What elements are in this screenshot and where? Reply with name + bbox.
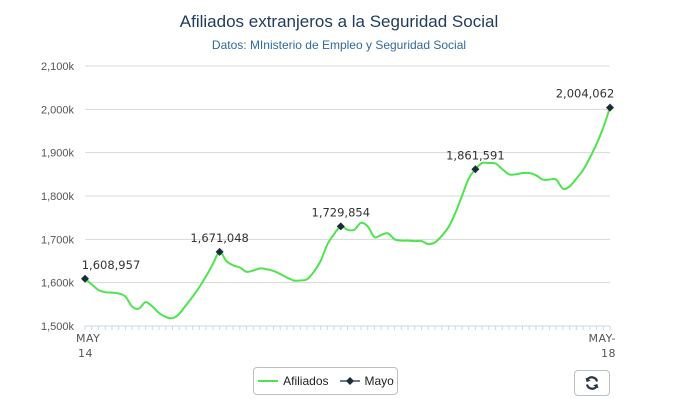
legend-label-afiliados: Afiliados: [283, 374, 329, 388]
y-tick-label: 1,600k: [41, 278, 75, 290]
y-tick-label: 1,800k: [41, 191, 75, 203]
data-label: 2,004,062: [556, 87, 615, 101]
refresh-button[interactable]: [574, 370, 610, 396]
legend: Afiliados Mayo: [253, 367, 398, 395]
y-tick-label: 2,000k: [41, 104, 75, 116]
legend-item-mayo[interactable]: Mayo: [339, 374, 394, 388]
mayo-marker: [81, 274, 89, 283]
data-label: 1,608,957: [82, 258, 141, 272]
y-tick-label: 1,700k: [41, 234, 75, 246]
chart-title: Afiliados extranjeros a la Seguridad Soc…: [179, 12, 499, 31]
data-label: 1,729,854: [312, 205, 371, 219]
legend-item-afiliados[interactable]: Afiliados: [257, 374, 329, 388]
legend-marker-icon: [339, 377, 360, 385]
refresh-icon: [585, 376, 599, 390]
y-tick-label: 1,900k: [41, 148, 75, 160]
x-tick-label: 18: [601, 347, 616, 360]
y-tick-label: 1,500k: [41, 321, 75, 333]
chart-subtitle: Datos: MInisterio de Empleo y Seguridad …: [211, 38, 467, 52]
y-tick-label: 2,100k: [41, 61, 75, 73]
x-tick-label: MAY: [76, 332, 100, 345]
legend-label-mayo: Mayo: [364, 374, 394, 388]
x-tick-label: MAY-: [588, 332, 616, 345]
legend-line-icon: [258, 380, 279, 382]
mayo-marker: [471, 165, 480, 174]
mayo-marker: [606, 103, 614, 112]
data-label: 1,861,591: [446, 148, 505, 162]
series-line-afiliados: [84, 107, 611, 320]
mayo-marker: [215, 247, 224, 256]
data-label: 1,671,048: [190, 231, 249, 245]
mayo-marker: [336, 222, 345, 231]
x-tick-label: 14: [78, 347, 93, 360]
